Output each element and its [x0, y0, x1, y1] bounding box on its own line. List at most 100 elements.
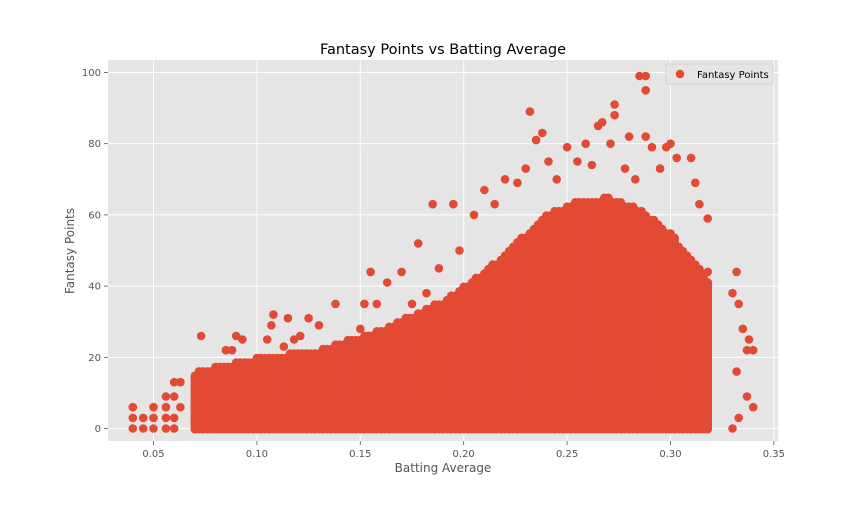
y-tick-label: 40 [88, 282, 101, 293]
scatter-point [227, 345, 237, 355]
scatter-point [703, 267, 712, 277]
scatter-point [742, 345, 752, 355]
scatter-point [490, 199, 500, 209]
scatter-point [211, 367, 220, 376]
scatter-point [666, 139, 675, 148]
scatter-point [407, 299, 417, 309]
scatter-point [732, 267, 741, 277]
y-axis-label: Fantasy Points [63, 208, 77, 294]
scatter-point [341, 356, 351, 366]
x-axis-ticks: 0.05 0.10 0.15 0.20 0.25 0.30 0.35 [142, 441, 785, 460]
scatter-point [252, 356, 262, 366]
scatter-point [521, 164, 530, 173]
scatter-point [422, 288, 431, 298]
scatter-point [221, 345, 231, 355]
legend-marker [675, 69, 685, 79]
y-tick-label: 100 [82, 68, 101, 79]
scatter-point [320, 345, 330, 355]
scatter-point [573, 157, 582, 166]
scatter-point [695, 199, 704, 209]
scatter-point [258, 367, 268, 376]
scatter-point [169, 392, 179, 401]
scatter-point [449, 199, 458, 209]
chart-title: Fantasy Points vs Batting Average [320, 42, 566, 58]
scatter-point [279, 342, 289, 351]
scatter-point [128, 413, 138, 423]
scatter-point [215, 377, 224, 387]
scatter-point [734, 299, 743, 309]
scatter-point [169, 424, 179, 433]
scatter-point [331, 299, 340, 309]
x-tick-label: 0.25 [556, 449, 578, 460]
scatter-point [413, 239, 423, 248]
scatter-point [672, 153, 681, 163]
scatter-point [606, 139, 615, 148]
scatter-point [641, 86, 650, 95]
scatter-point [748, 345, 758, 355]
legend-label: Fantasy Points [697, 70, 769, 81]
scatter-point [149, 413, 158, 423]
scatter-point [149, 402, 158, 412]
scatter-point [314, 321, 324, 330]
x-tick-label: 0.05 [142, 449, 164, 460]
scatter-point [469, 210, 479, 220]
scatter-point [610, 100, 619, 109]
scatter-point [360, 299, 369, 309]
scatter-point [728, 288, 737, 298]
scatter-point [744, 335, 754, 344]
scatter-point [562, 142, 572, 152]
scatter-point [641, 132, 650, 141]
scatter-point [587, 160, 597, 170]
x-axis-label: Batting Average [395, 461, 492, 475]
scatter-point [356, 324, 365, 334]
scatter-point [703, 424, 712, 433]
scatter-point [269, 310, 278, 319]
scatter-point [732, 367, 741, 376]
scatter-point [455, 246, 464, 255]
scatter-point [149, 424, 158, 433]
scatter-point [169, 413, 179, 423]
scatter-point [635, 71, 644, 81]
scatter-point [397, 267, 406, 277]
scatter-point [581, 139, 590, 148]
y-tick-label: 20 [88, 353, 101, 364]
scatter-point [169, 377, 179, 387]
scatter-point [347, 342, 357, 351]
scatter-point [242, 367, 251, 376]
scatter-point [624, 132, 634, 141]
scatter-point [382, 278, 392, 287]
scatter-point [525, 107, 535, 116]
x-tick-label: 0.20 [453, 449, 475, 460]
scatter-point [734, 413, 743, 423]
scatter-points [128, 71, 758, 433]
x-tick-label: 0.30 [659, 449, 681, 460]
scatter-point [531, 135, 541, 145]
scatter-point [631, 175, 640, 184]
scatter-point [691, 178, 700, 188]
scatter-point [196, 331, 206, 341]
scatter-point [703, 214, 712, 223]
legend: Fantasy Points [665, 63, 774, 85]
scatter-point [513, 178, 522, 188]
scatter-point [645, 246, 655, 255]
scatter-point [128, 402, 138, 412]
x-tick-label: 0.10 [246, 449, 268, 460]
scatter-point [296, 331, 305, 341]
scatter-point [655, 164, 665, 173]
scatter-point [686, 313, 696, 323]
scatter-point [238, 335, 247, 344]
scatter-point [366, 267, 375, 277]
scatter-point [304, 313, 313, 323]
scatter-point [176, 402, 185, 412]
scatter-point [686, 153, 696, 163]
legend-box [665, 63, 774, 85]
scatter-point [666, 299, 675, 309]
scatter-point [748, 402, 758, 412]
scatter-point [161, 402, 171, 412]
scatter-point [138, 424, 148, 433]
scatter-point [742, 392, 752, 401]
scatter-point [552, 175, 561, 184]
scatter-point [500, 175, 510, 184]
scatter-point [610, 110, 619, 120]
